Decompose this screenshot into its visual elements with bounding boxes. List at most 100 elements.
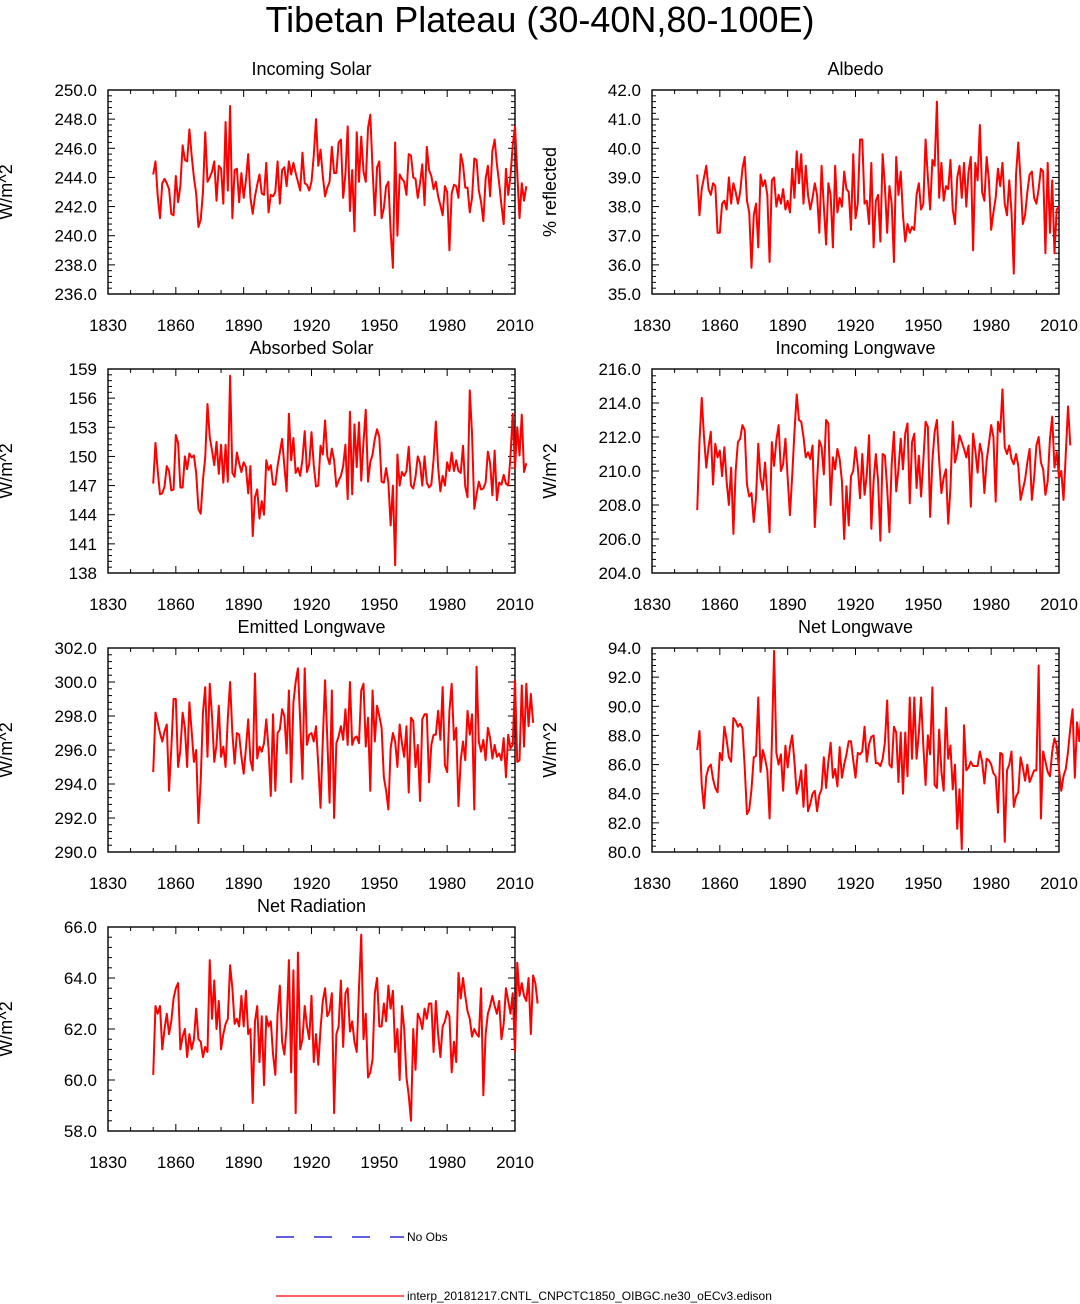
y-tick-label: 246.0 <box>54 139 97 158</box>
y-tick-label: 41.0 <box>608 110 641 129</box>
x-tick-label: 1860 <box>157 1153 195 1172</box>
y-tick-label: 39.0 <box>608 168 641 187</box>
x-tick-label: 2010 <box>496 595 534 614</box>
x-tick-label: 1950 <box>360 874 398 893</box>
x-tick-label: 1890 <box>769 316 807 335</box>
y-tick-label: 58.0 <box>64 1122 97 1141</box>
x-tick-label: 1950 <box>904 874 942 893</box>
x-tick-label: 1890 <box>225 874 263 893</box>
y-tick-label: 153 <box>69 418 97 437</box>
x-tick-label: 1950 <box>904 595 942 614</box>
x-tick-label: 1890 <box>225 316 263 335</box>
x-tick-label: 1830 <box>89 1153 127 1172</box>
y-tick-label: 208.0 <box>598 496 641 515</box>
x-tick-label: 1830 <box>633 595 671 614</box>
y-axis-label: W/m^2 <box>0 722 16 777</box>
y-axis-label: % reflected <box>540 147 560 237</box>
chart-incoming-longwave: 1830 1860 1890 1920 1950 1980 2010 204.0 206.0 20… <box>540 338 1078 614</box>
x-tick-label: 1950 <box>360 1153 398 1172</box>
y-tick-label: 156 <box>69 389 97 408</box>
series-line-net-radiation <box>152 933 539 1122</box>
y-tick-label: 294.0 <box>54 775 97 794</box>
y-tick-label: 206.0 <box>598 530 641 549</box>
y-tick-label: 212.0 <box>598 428 641 447</box>
x-tick-label: 1980 <box>428 595 466 614</box>
x-tick-label: 1920 <box>293 1153 331 1172</box>
x-tick-label: 1980 <box>972 595 1010 614</box>
y-tick-label: 214.0 <box>598 394 641 413</box>
x-tick-label: 1920 <box>837 874 875 893</box>
x-tick-label: 2010 <box>1040 316 1078 335</box>
x-tick-label: 1920 <box>837 595 875 614</box>
y-tick-label: 238.0 <box>54 256 97 275</box>
x-tick-label: 1950 <box>904 316 942 335</box>
x-tick-label: 2010 <box>496 1153 534 1172</box>
series-line-emitted-longwave <box>152 665 535 825</box>
series-line-absorbed-solar <box>152 374 528 567</box>
y-tick-label: 144 <box>69 506 97 525</box>
panel-title: Emitted Longwave <box>237 617 385 637</box>
panel-title: Incoming Longwave <box>775 338 935 358</box>
chart-absorbed-solar: 1830 1860 1890 1920 1950 1980 2010 138 141 144 147… <box>0 338 534 614</box>
x-tick-label: 2010 <box>496 874 534 893</box>
x-tick-label: 1980 <box>972 874 1010 893</box>
y-tick-label: 204.0 <box>598 564 641 583</box>
x-tick-label: 1980 <box>428 316 466 335</box>
y-tick-label: 64.0 <box>64 969 97 988</box>
x-tick-label: 1890 <box>225 1153 263 1172</box>
y-tick-label: 210.0 <box>598 462 641 481</box>
y-tick-label: 80.0 <box>608 843 641 862</box>
y-axis-label: W/m^2 <box>0 1001 16 1056</box>
plot-frame <box>107 647 516 853</box>
x-tick-label: 2010 <box>1040 874 1078 893</box>
y-tick-label: 242.0 <box>54 198 97 217</box>
y-tick-label: 216.0 <box>598 360 641 379</box>
y-tick-label: 298.0 <box>54 707 97 726</box>
panel-title: Albedo <box>827 59 883 79</box>
x-tick-label: 1980 <box>428 874 466 893</box>
x-tick-label: 1860 <box>157 874 195 893</box>
y-tick-label: 66.0 <box>64 918 97 937</box>
panel-title: Incoming Solar <box>251 59 371 79</box>
y-tick-label: 60.0 <box>64 1071 97 1090</box>
y-tick-label: 62.0 <box>64 1020 97 1039</box>
series-line-albedo <box>696 100 1060 275</box>
y-tick-label: 290.0 <box>54 843 97 862</box>
y-tick-label: 150 <box>69 447 97 466</box>
y-tick-label: 138 <box>69 564 97 583</box>
y-tick-label: 240.0 <box>54 227 97 246</box>
x-tick-label: 1980 <box>428 1153 466 1172</box>
x-tick-label: 1860 <box>701 874 739 893</box>
y-tick-label: 40.0 <box>608 139 641 158</box>
series-line-incoming-solar <box>152 105 528 269</box>
legend-obs-label: No Obs <box>407 1230 448 1244</box>
x-tick-label: 1980 <box>972 316 1010 335</box>
x-tick-label: 1860 <box>157 595 195 614</box>
y-tick-label: 300.0 <box>54 673 97 692</box>
x-tick-label: 1830 <box>89 316 127 335</box>
x-tick-label: 1830 <box>633 316 671 335</box>
y-tick-label: 36.0 <box>608 256 641 275</box>
x-tick-label: 1860 <box>701 316 739 335</box>
x-tick-label: 2010 <box>1040 595 1078 614</box>
y-tick-label: 147 <box>69 477 97 496</box>
x-tick-label: 1920 <box>293 316 331 335</box>
chart-net-longwave: 1830 1860 1890 1920 1950 1980 2010 80.0 82.0 84.0… <box>540 617 1080 893</box>
x-tick-label: 1890 <box>225 595 263 614</box>
y-tick-label: 42.0 <box>608 81 641 100</box>
y-tick-label: 159 <box>69 360 97 379</box>
series-line-net-longwave <box>696 649 1080 851</box>
panel-title: Absorbed Solar <box>249 338 373 358</box>
x-tick-label: 1860 <box>157 316 195 335</box>
x-tick-label: 1920 <box>293 874 331 893</box>
y-tick-label: 86.0 <box>608 756 641 775</box>
y-axis-label: W/m^2 <box>540 443 560 498</box>
x-tick-label: 1890 <box>769 874 807 893</box>
legend-model-label: interp_20181217.CNTL_CNPCTC1850_OIBGC.ne… <box>407 1289 772 1303</box>
y-tick-label: 92.0 <box>608 668 641 687</box>
chart-incoming-solar: 1830 1860 1890 1920 1950 1980 2010 236.0 238.0 24… <box>0 59 534 335</box>
chart-emitted-longwave: 1830 1860 1890 1920 1950 1980 2010 290.0 292.0 29… <box>0 617 535 893</box>
panel-title: Net Radiation <box>257 896 366 916</box>
x-tick-label: 1950 <box>360 316 398 335</box>
